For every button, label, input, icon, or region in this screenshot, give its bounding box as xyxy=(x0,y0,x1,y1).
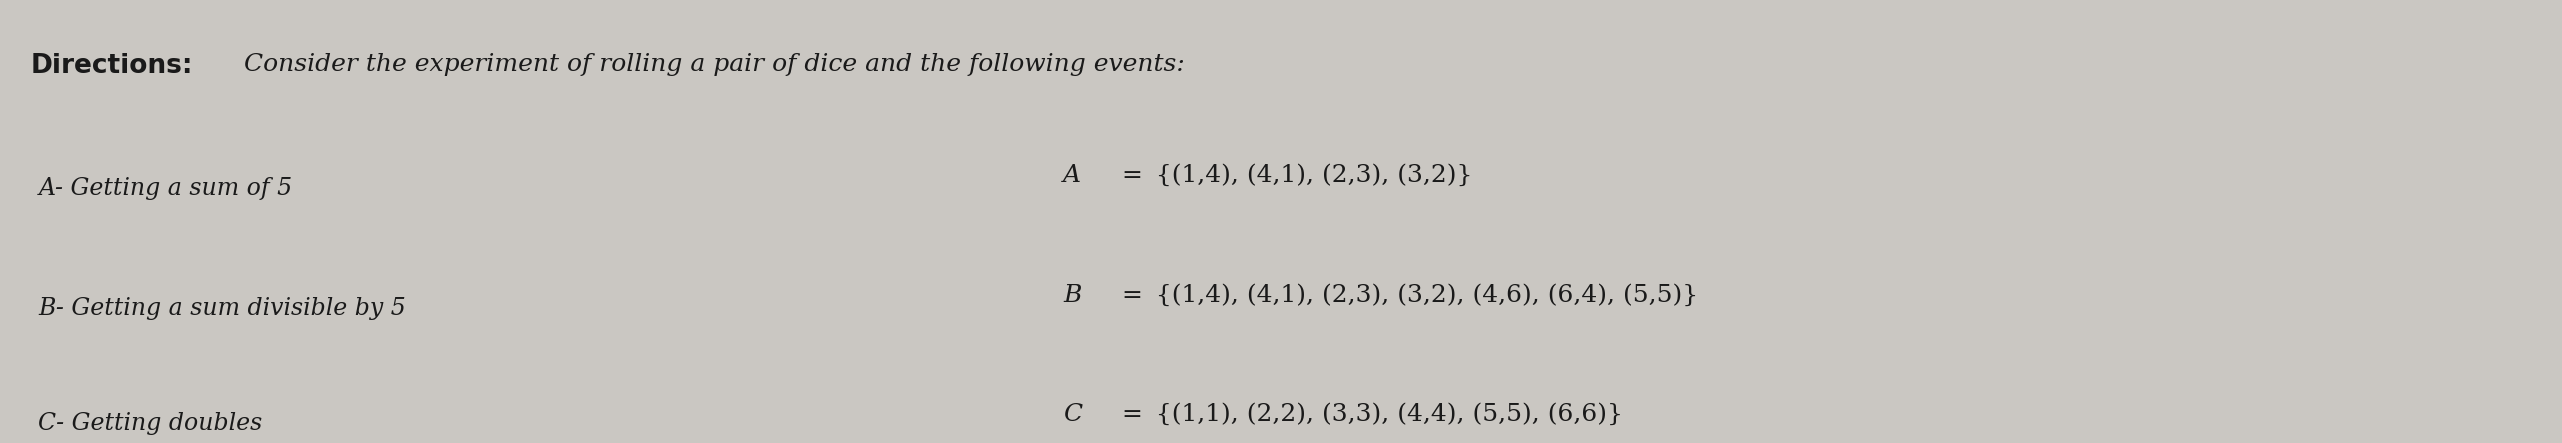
Text: Directions:: Directions: xyxy=(31,53,192,79)
Text: A- Getting a sum of 5: A- Getting a sum of 5 xyxy=(38,177,292,200)
Text: C: C xyxy=(1063,403,1081,426)
Text: B- Getting a sum divisible by 5: B- Getting a sum divisible by 5 xyxy=(38,297,407,320)
Text: C- Getting doubles: C- Getting doubles xyxy=(38,412,264,435)
Text: =  {(1,4), (4,1), (2,3), (3,2), (4,6), (6,4), (5,5)}: = {(1,4), (4,1), (2,3), (3,2), (4,6), (6… xyxy=(1114,284,1699,307)
Text: Consider the experiment of rolling a pair of dice and the following events:: Consider the experiment of rolling a pai… xyxy=(236,53,1184,76)
Text: A: A xyxy=(1063,164,1081,187)
Text: =  {(1,1), (2,2), (3,3), (4,4), (5,5), (6,6)}: = {(1,1), (2,2), (3,3), (4,4), (5,5), (6… xyxy=(1114,403,1624,426)
Text: =  {(1,4), (4,1), (2,3), (3,2)}: = {(1,4), (4,1), (2,3), (3,2)} xyxy=(1114,164,1473,187)
Text: B: B xyxy=(1063,284,1081,307)
